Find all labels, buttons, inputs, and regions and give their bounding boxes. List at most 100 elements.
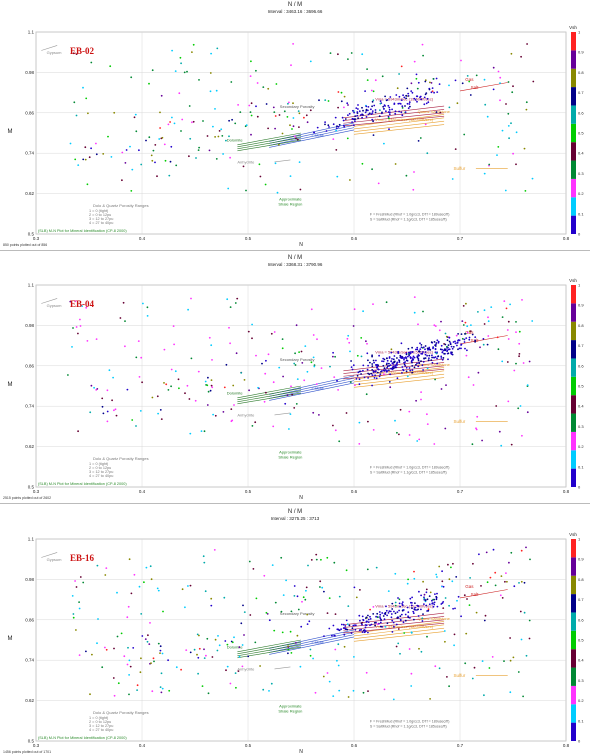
scatter-point: [394, 112, 397, 115]
scatter-point: [310, 361, 313, 364]
scatter-point: [470, 324, 472, 326]
gypsum-label: Gypsum: [47, 50, 63, 55]
scatter-point: [369, 608, 371, 611]
colorbar-segment: [571, 557, 576, 576]
scatter-point: [337, 389, 339, 391]
scatter-point: [403, 632, 406, 634]
scatter-point: [417, 605, 420, 608]
scatter-point: [212, 125, 214, 128]
scatter-point: [342, 623, 345, 626]
scatter-point: [393, 625, 395, 628]
scatter-point: [466, 325, 469, 328]
scatter-point: [272, 106, 275, 109]
scatter-point: [180, 130, 182, 132]
scatter-point: [444, 332, 447, 335]
scatter-point: [148, 643, 151, 645]
y-tick-label: 1.1: [28, 30, 35, 35]
scatter-point: [163, 348, 166, 351]
scatter-point: [428, 346, 431, 349]
scatter-point: [264, 183, 267, 186]
scatter-point: [256, 115, 259, 118]
scatter-point: [414, 606, 416, 609]
scatter-point: [228, 135, 230, 138]
scatter-point: [411, 596, 413, 599]
scatter-point: [233, 404, 235, 406]
scatter-point: [161, 652, 164, 655]
scatter-point: [389, 364, 392, 366]
scatter-point: [428, 603, 431, 606]
scatter-point: [410, 672, 413, 675]
scatter-point: [501, 129, 504, 132]
scatter-point: [186, 70, 188, 73]
scatter-point: [151, 69, 154, 72]
scatter-point: [348, 624, 351, 627]
scatter-point: [211, 386, 214, 389]
scatter-point: [343, 106, 345, 109]
scatter-point: [389, 373, 391, 376]
scatter-point: [327, 100, 330, 102]
scatter-point: [140, 356, 143, 359]
scatter-point: [420, 594, 422, 597]
scatter-point: [448, 604, 450, 607]
scatter-point: [419, 96, 421, 99]
scatter-point: [436, 91, 439, 93]
colorbar-title: Vsh: [569, 25, 577, 30]
colorbar-segment: [571, 303, 576, 322]
well-label: EB-04: [70, 299, 95, 309]
scatter-point: [180, 62, 183, 65]
scatter-point: [289, 124, 291, 127]
scatter-point: [382, 105, 385, 108]
scatter-point: [361, 53, 364, 56]
scatter-point: [364, 624, 367, 626]
scatter-point: [167, 123, 170, 126]
scatter-point: [425, 604, 428, 607]
scatter-point: [418, 350, 421, 352]
scatter-point: [145, 139, 147, 142]
scatter-point: [293, 362, 296, 365]
scatter-point: [399, 103, 402, 105]
colorbar-tick-label: 0.1: [578, 464, 584, 469]
scatter-point: [265, 103, 268, 105]
porosity-legend-title: Dolo & Quartz Porosity Ranges: [93, 710, 149, 715]
scatter-point: [425, 92, 428, 94]
vma1-label: Vma = 5943m/sec (19,500ft/sec): [375, 603, 434, 608]
scatter-point: [499, 76, 502, 79]
scatter-point: [432, 78, 435, 80]
scatter-point: [340, 623, 343, 626]
scatter-point: [389, 610, 392, 613]
scatter-point: [322, 675, 325, 678]
gypsum-arrow: [41, 298, 58, 304]
gas-arrow: [459, 335, 508, 345]
scatter-point: [194, 399, 197, 402]
colorbar-tick-label: 0.2: [578, 444, 584, 449]
scatter-point: [365, 108, 368, 111]
scatter-point: [422, 580, 424, 583]
scatter-point: [421, 620, 424, 622]
scatter-point: [128, 558, 131, 561]
scatter-point: [237, 104, 240, 106]
scatter-point: [413, 618, 415, 621]
scatter-point: [450, 345, 453, 348]
scatter-point: [507, 400, 510, 403]
scatter-point: [406, 606, 409, 609]
scatter-point: [72, 52, 75, 55]
scatter-point: [464, 333, 466, 335]
scatter-point: [396, 361, 399, 364]
well-label: EB-16: [70, 553, 95, 563]
scatter-point: [250, 114, 253, 117]
scatter-point: [335, 129, 338, 132]
scatter-point: [267, 127, 269, 130]
scatter-point: [391, 608, 394, 610]
scatter-point: [287, 102, 289, 105]
scatter-point: [197, 370, 200, 373]
scatter-point: [214, 136, 217, 138]
scatter-point: [337, 91, 340, 93]
scatter-point: [401, 107, 404, 109]
scatter-point: [203, 561, 206, 564]
scatter-point: [430, 359, 433, 361]
scatter-point: [152, 149, 155, 152]
scatter-point: [108, 369, 111, 372]
scatter-point: [159, 409, 162, 411]
scatter-point: [501, 597, 504, 599]
scatter-point: [466, 331, 469, 334]
